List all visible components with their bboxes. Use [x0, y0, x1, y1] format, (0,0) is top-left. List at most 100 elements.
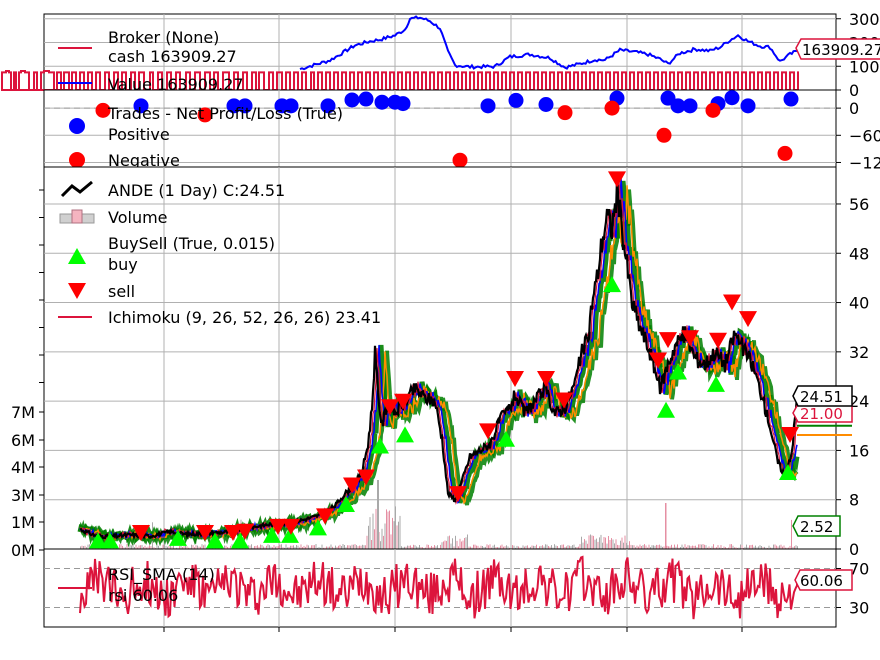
volume-bar	[605, 537, 606, 549]
volume-bar	[671, 544, 672, 549]
volume-bar	[492, 545, 494, 549]
volume-bar	[570, 546, 572, 549]
volume-bar	[491, 547, 492, 549]
volume-bar	[198, 546, 200, 549]
buy-marker-5	[263, 526, 281, 543]
trade-positive-10	[395, 96, 411, 112]
volume-bar	[638, 546, 639, 549]
volume-bar	[522, 545, 524, 549]
volume-bar	[435, 546, 437, 549]
volume-bar	[611, 538, 612, 549]
sell-marker-3	[236, 523, 254, 540]
volume-bar	[717, 545, 719, 549]
volume-bar	[695, 545, 696, 549]
trade-negative-2	[452, 152, 468, 168]
volume-bar	[204, 544, 206, 549]
volume-bar	[560, 545, 561, 549]
trade-negative-5	[656, 127, 672, 143]
volume-bar	[248, 545, 249, 549]
volume-bar	[333, 547, 335, 549]
volume-bar	[317, 547, 318, 549]
volume-bar	[144, 545, 146, 549]
volume-bar	[692, 545, 693, 549]
volume-bar	[141, 544, 143, 549]
volume-bar	[504, 546, 506, 549]
volume-bar	[797, 546, 798, 549]
price-panel: 56 48 40 32 24 16 8 0 7M 6M 4M 3M 1M 0M ANDE (1 Day)…	[11, 166, 869, 560]
volume-bar	[249, 545, 251, 549]
volume-bar	[122, 545, 123, 549]
volume-bar	[356, 545, 357, 549]
broker-legend-title: Broker (None)	[108, 28, 219, 47]
volume-bar	[747, 547, 749, 549]
volume-bar	[164, 544, 165, 549]
volume-bar	[554, 544, 555, 549]
volume-bar	[395, 506, 396, 549]
volume-bar	[756, 547, 758, 549]
trade-negative-7	[777, 145, 793, 161]
volume-bar	[146, 547, 147, 549]
volume-bar	[156, 544, 158, 549]
volume-bar	[228, 547, 230, 549]
sell-marker-9	[381, 399, 399, 416]
volume-bar	[578, 546, 579, 549]
broker-tick-label-3: 0	[849, 81, 859, 100]
volume-bar	[644, 544, 645, 549]
volume-bar	[470, 546, 471, 549]
cash-line	[1, 70, 799, 91]
rsi-tick-label-0: 70	[849, 560, 869, 579]
volume-bar	[255, 545, 257, 549]
rsi-last-label: 60.06	[794, 569, 853, 591]
buysell-marks	[89, 171, 799, 549]
buy-legend-swatch	[68, 248, 86, 264]
volume-bar	[743, 547, 744, 549]
volume-bar	[273, 545, 275, 549]
volume-bar	[468, 546, 470, 549]
volume-bar	[551, 545, 552, 549]
volume-bar	[476, 545, 477, 549]
volume-bar	[218, 547, 219, 549]
trades-marks	[95, 90, 799, 168]
trades-tick-label-0: 0	[849, 99, 859, 118]
volume-bar	[291, 545, 293, 549]
volume-bar	[566, 546, 567, 549]
volume-bar	[252, 547, 254, 549]
broker-last-label-box	[795, 38, 880, 60]
volume-bar	[485, 546, 486, 549]
volume-bar	[530, 546, 531, 549]
volume-bar	[83, 546, 84, 549]
volume-bar	[411, 547, 413, 549]
volume-bar	[311, 545, 312, 549]
volume-bar	[719, 547, 720, 549]
volume-bar	[300, 544, 302, 549]
volume-bar	[623, 542, 624, 549]
volume-bar	[441, 542, 443, 549]
volume-bar	[606, 543, 608, 549]
volume-bar	[503, 546, 504, 549]
trades-legend-title: Trades - Net Profit/Loss (True)	[107, 104, 343, 123]
volume-bar	[750, 545, 752, 549]
volume-bar	[225, 545, 227, 549]
volume-bar	[126, 544, 128, 549]
trade-positive-13	[538, 96, 554, 112]
volume-bar	[650, 547, 651, 549]
volume-bar	[462, 540, 464, 549]
price-legend-ichimoku: Ichimoku (9, 26, 52, 26, 26) 23.41	[108, 308, 381, 327]
volume-bar	[384, 523, 386, 549]
volume-bar	[150, 546, 152, 549]
volume-bar	[438, 547, 440, 549]
volume-bar	[716, 547, 717, 549]
volume-bar	[498, 547, 500, 549]
volume-bar	[381, 528, 383, 549]
price-tick-label-5: 16	[849, 441, 869, 460]
volume-bar	[347, 545, 348, 549]
volume-tick-label-0: 7M	[11, 403, 35, 422]
volume-bar	[708, 546, 710, 549]
broker-panel: 3002001000 Broker (None) cash 163909.27 …	[1, 10, 880, 100]
volume-bar	[177, 547, 179, 549]
volume-bar	[413, 544, 414, 549]
volume-bar	[305, 546, 306, 549]
volume-bar	[752, 544, 753, 549]
broker-last-label-text: 163909.27	[802, 41, 880, 59]
